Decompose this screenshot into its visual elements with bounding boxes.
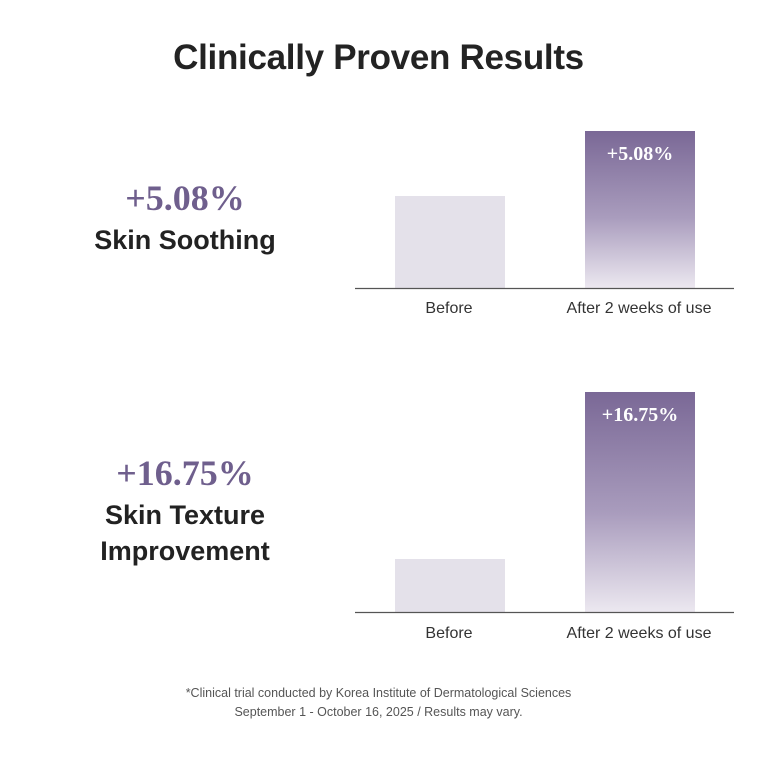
x-tick-label: After 2 weeks of use <box>566 300 712 317</box>
bar-after <box>585 392 695 612</box>
chart-svg: +16.75% <box>355 392 734 614</box>
chart-svg: +5.08% <box>355 131 734 290</box>
bar-data-label: +5.08% <box>607 143 673 165</box>
stat-percentage: +5.08% <box>125 178 245 218</box>
bar-after <box>585 131 695 288</box>
bar-data-label: +16.75% <box>602 404 678 426</box>
stat-percentage: +16.75% <box>116 453 254 493</box>
stat-label: Skin Texture Improvement <box>40 497 330 569</box>
footnote: *Clinical trial conducted by Korea Insti… <box>0 684 757 722</box>
stat-block-skin-texture: +16.75% Skin Texture Improvement <box>40 455 330 569</box>
bar-before <box>395 196 505 288</box>
stat-label-line: Skin Soothing <box>94 225 276 255</box>
bar-chart-skin-texture: +16.75% Before After 2 weeks of use <box>350 380 740 655</box>
footnote-line: *Clinical trial conducted by Korea Insti… <box>185 686 572 700</box>
stat-label-line: Improvement <box>100 536 270 566</box>
x-tick-label: Before <box>425 625 473 642</box>
bar-chart-skin-soothing: +5.08% Before After 2 weeks of use <box>350 120 740 330</box>
footnote-line: September 1 - October 16, 2025 / Results… <box>234 705 523 719</box>
page-title: Clinically Proven Results <box>173 38 584 77</box>
stat-label: Skin Soothing <box>40 222 330 258</box>
stat-block-skin-soothing: +5.08% Skin Soothing <box>40 180 330 258</box>
x-tick-label: After 2 weeks of use <box>566 625 712 642</box>
x-tick-label: Before <box>425 300 473 317</box>
bar-before <box>395 559 505 612</box>
stat-label-line: Skin Texture <box>104 500 266 530</box>
